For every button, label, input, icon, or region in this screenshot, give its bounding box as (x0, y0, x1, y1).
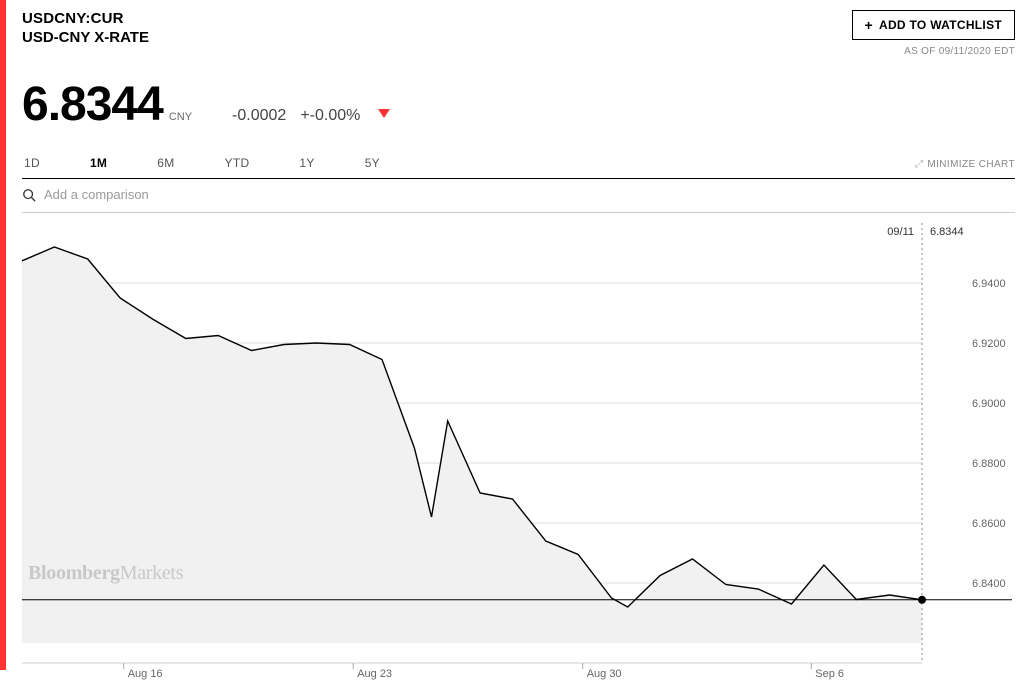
svg-text:Aug 16: Aug 16 (128, 668, 163, 680)
svg-text:Aug 30: Aug 30 (587, 668, 622, 680)
svg-text:6.9000: 6.9000 (972, 398, 1006, 410)
change-absolute: -0.0002 (232, 107, 286, 125)
range-tab-6m[interactable]: 6M (155, 150, 176, 178)
svg-text:Aug 23: Aug 23 (357, 668, 392, 680)
minimize-chart-button[interactable]: ⤢ MINIMIZE CHART (915, 159, 1015, 170)
chart-area[interactable]: 6.8400 6.8600 6.8800 6.9000 6.9200 6.9400 09/1… (22, 213, 1015, 683)
svg-text:6.8800: 6.8800 (972, 458, 1006, 470)
currency-label: CNY (169, 111, 192, 123)
range-tab-1d[interactable]: 1D (22, 150, 42, 178)
svg-text:6.8344: 6.8344 (930, 226, 964, 238)
range-tab-5y[interactable]: 5Y (363, 150, 382, 178)
svg-text:6.9400: 6.9400 (972, 278, 1006, 290)
ticker-name: USD-CNY X-RATE (22, 29, 149, 46)
svg-text:6.8400: 6.8400 (972, 578, 1006, 590)
watchlist-label: ADD TO WATCHLIST (879, 18, 1002, 32)
timestamp-label: AS OF 09/11/2020 EDT (852, 46, 1016, 57)
svg-text:6.9200: 6.9200 (972, 338, 1006, 350)
main-container: USDCNY:CUR USD-CNY X-RATE + ADD TO WATCH… (0, 0, 1025, 693)
price-chart: 6.8400 6.8600 6.8800 6.9000 6.9200 6.9400 09/1… (22, 213, 1012, 683)
minimize-label: MINIMIZE CHART (927, 159, 1015, 170)
range-tab-ytd[interactable]: YTD (223, 150, 252, 178)
svg-text:Sep 6: Sep 6 (815, 668, 844, 680)
add-comparison-input[interactable] (44, 187, 344, 202)
range-tabs: 1D 1M 6M YTD 1Y 5Y (22, 150, 382, 178)
arrow-down-icon (378, 109, 390, 118)
quote-row: 6.8344 CNY -0.0002 +-0.00% (22, 77, 1015, 132)
svg-text:6.8600: 6.8600 (972, 518, 1006, 530)
range-tab-1y[interactable]: 1Y (297, 150, 316, 178)
minimize-icon: ⤢ (915, 159, 923, 170)
range-tab-1m[interactable]: 1M (88, 150, 109, 178)
ticker-block: USDCNY:CUR USD-CNY X-RATE (22, 10, 149, 46)
add-to-watchlist-button[interactable]: + ADD TO WATCHLIST (852, 10, 1016, 40)
svg-text:09/11: 09/11 (887, 226, 914, 238)
header-row: USDCNY:CUR USD-CNY X-RATE + ADD TO WATCH… (22, 10, 1015, 57)
accent-bar (0, 0, 6, 670)
plus-icon: + (865, 17, 873, 33)
ticker-symbol: USDCNY:CUR (22, 10, 149, 27)
search-icon (22, 188, 36, 202)
price-value: 6.8344 (22, 77, 163, 132)
compare-row (22, 179, 1015, 213)
range-row: 1D 1M 6M YTD 1Y 5Y ⤢ MINIMIZE CHART (22, 150, 1015, 179)
header-right: + ADD TO WATCHLIST AS OF 09/11/2020 EDT (852, 10, 1016, 57)
change-percent: +-0.00% (300, 107, 360, 125)
